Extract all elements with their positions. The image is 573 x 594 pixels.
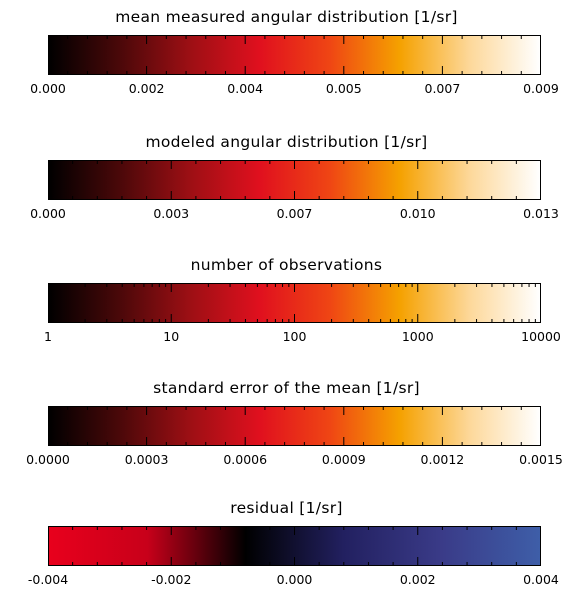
colorbar-title: number of observations bbox=[190, 256, 383, 274]
tick-label: 0.004 bbox=[523, 572, 559, 587]
colorbar-ticks bbox=[67, 406, 522, 446]
tick-label: 0.0012 bbox=[420, 452, 465, 467]
colorbar-gradient bbox=[48, 406, 541, 446]
colorbar-ticks bbox=[72, 160, 517, 200]
colorbar-title: residual [1/sr] bbox=[230, 499, 343, 517]
colorbar-ticks bbox=[84, 283, 536, 323]
colorbar-ticks bbox=[72, 526, 517, 566]
colorbar-title: modeled angular distribution [1/sr] bbox=[145, 133, 428, 151]
tick-label: 100 bbox=[282, 329, 307, 344]
tick-label: 0.0009 bbox=[321, 452, 366, 467]
tick-label: 0.000 bbox=[30, 81, 66, 96]
tick-label: 0.003 bbox=[153, 206, 190, 221]
colorbar-tick-labels: 0.000 0.002 0.004 0.005 0.007 0.009 bbox=[0, 81, 573, 97]
tick-label: 0.002 bbox=[399, 572, 436, 587]
tick-label: 1000 bbox=[401, 329, 434, 344]
tick-label: 0.0003 bbox=[124, 452, 169, 467]
colorbar-tick-labels: -0.004 -0.002 0.000 0.002 0.004 bbox=[0, 572, 573, 588]
tick-label: -0.004 bbox=[27, 572, 69, 587]
tick-label: 0.0006 bbox=[223, 452, 268, 467]
tick-label: 0.000 bbox=[30, 206, 66, 221]
colorbar-tick-labels: 1 10 100 1000 10000 bbox=[0, 329, 573, 345]
tick-label: 1 bbox=[44, 329, 52, 344]
tick-label: 0.009 bbox=[523, 81, 559, 96]
tick-label: 0.007 bbox=[276, 206, 313, 221]
colorbar-tick-labels: 0.000 0.003 0.007 0.010 0.013 bbox=[0, 206, 573, 222]
tick-label: 10000 bbox=[521, 329, 561, 344]
tick-label: 0.000 bbox=[276, 572, 313, 587]
colorbar-ticks bbox=[67, 35, 522, 75]
tick-label: 0.004 bbox=[227, 81, 264, 96]
tick-label: 0.002 bbox=[128, 81, 165, 96]
tick-label: 0.010 bbox=[399, 206, 436, 221]
colorbar-tick-labels: 0.0000 0.0003 0.0006 0.0009 0.0012 0.0015 bbox=[0, 452, 573, 468]
tick-label: 0.0015 bbox=[519, 452, 563, 467]
tick-label: 10 bbox=[163, 329, 180, 344]
tick-label: -0.002 bbox=[151, 572, 192, 587]
colorbar-title: mean measured angular distribution [1/sr… bbox=[115, 8, 458, 26]
colorbar-gradient bbox=[48, 35, 541, 75]
tick-label: 0.013 bbox=[523, 206, 559, 221]
tick-label: 0.007 bbox=[424, 81, 461, 96]
tick-label: 0.0000 bbox=[26, 452, 70, 467]
colorbar-title: standard error of the mean [1/sr] bbox=[153, 379, 420, 397]
tick-label: 0.005 bbox=[325, 81, 362, 96]
